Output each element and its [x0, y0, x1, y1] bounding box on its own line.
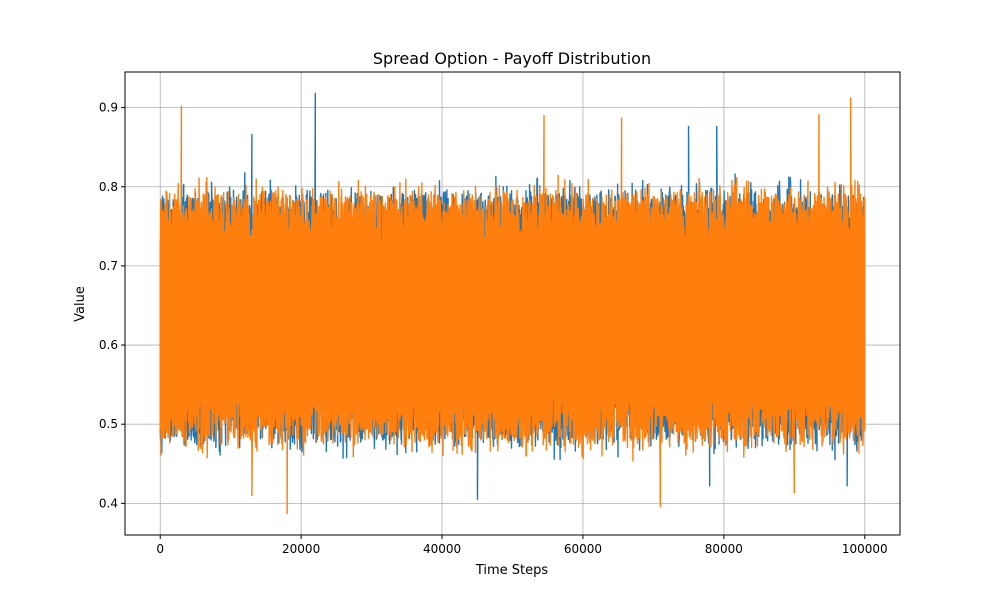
y-tick-label: 0.9 [99, 101, 118, 115]
series-line-2 [159, 97, 866, 515]
y-tick-label: 0.7 [99, 259, 118, 273]
x-tick-label: 80000 [705, 542, 743, 556]
x-axis-ticks: 0 20000 40000 60000 80000 100000 [156, 535, 888, 556]
x-tick-label: 40000 [423, 542, 461, 556]
x-axis-label: Time Steps [475, 563, 549, 578]
x-tick-label: 20000 [282, 542, 320, 556]
plot-frame [124, 71, 901, 536]
y-tick-label: 0.5 [99, 417, 118, 431]
chart-title: Spread Option - Payoff Distribution [373, 49, 651, 68]
x-tick-label: 0 [156, 542, 164, 556]
y-axis-ticks: 0.4 0.5 0.6 0.7 0.8 0.9 [99, 101, 125, 510]
y-axis-label: Value [73, 286, 88, 322]
y-tick-label: 0.4 [99, 496, 118, 510]
plot-area [159, 92, 866, 515]
x-tick-label: 60000 [564, 542, 602, 556]
y-tick-label: 0.6 [99, 338, 118, 352]
series-layer [159, 92, 866, 515]
x-tick-label: 100000 [842, 542, 888, 556]
y-tick-label: 0.8 [99, 180, 118, 194]
